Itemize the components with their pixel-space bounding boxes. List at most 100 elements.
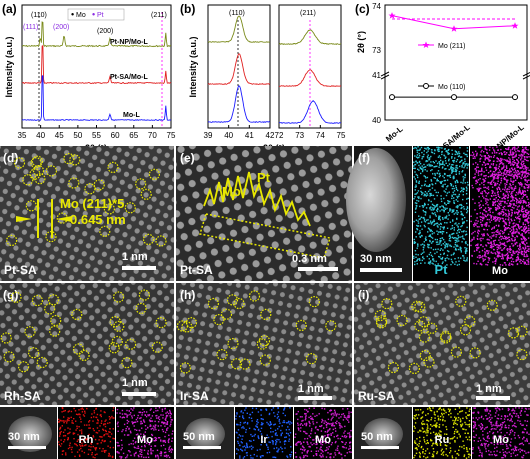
single-atom-circle-icon [155,317,167,329]
f-particle [346,148,406,252]
panel-h-label: (h) [180,288,195,302]
single-atom-circle-icon [516,349,528,361]
c-xtick-0: Mo-L [384,124,405,143]
single-atom-circle-icon [450,346,462,358]
single-atom-circle-icon [387,361,399,374]
single-atom-circle-icon [3,351,15,363]
haadf-image-i [354,283,530,405]
i-ru-label: Ru [435,434,450,446]
b-right-tick: 72 [275,131,284,140]
single-atom-circle-icon [68,177,80,189]
single-atom-circle-icon [259,354,271,366]
single-atom-circle-icon [230,358,243,370]
panel-g: (g) Rh-SA 1 nm 30 nm Rh Mo [0,283,174,459]
single-atom-circle-icon [50,314,62,327]
single-atom-circle-icon [375,317,388,329]
single-atom-circle-icon [227,338,239,350]
single-atom-circle-icon [396,314,408,326]
b-right-tick: 74 [316,131,325,140]
b-right-pt-sa [279,69,341,87]
c-ylabel: 2θ (°) [356,31,366,53]
peak-label-111: (111) [23,24,38,31]
single-atom-circle-icon [111,335,123,348]
panel-d: (d) Mo (211)*5 0.645 nm Pt-SA 1 nm [0,146,174,281]
c-ytick-40: 40 [372,116,381,125]
e-intensity-profile [203,171,311,227]
single-atom-circle-icon [112,291,125,303]
c-ytick-41: 41 [372,71,381,80]
single-atom-circle-icon [408,362,420,374]
b-right-mo [279,100,342,124]
single-atom-circle-icon [113,320,125,332]
e-sample-label: Pt-SA [180,263,213,277]
g-scale-bar [122,392,156,396]
single-atom-circle-icon [109,316,121,328]
spectrum-pt-sa [21,45,172,85]
a-xtick-label: 35 [18,131,27,140]
single-atom-circle-icon [325,320,337,332]
a-xtick-label: 70 [148,131,157,140]
b-peak-110: (110) [229,10,245,17]
single-atom-circle-icon [507,327,520,339]
single-atom-circle-icon [381,298,393,310]
sample-label-mo: Mo-L [123,112,140,119]
h-eds-scale: 50 nm [183,431,215,443]
single-atom-circle-icon [99,225,111,237]
single-atom-circle-icon [423,356,435,368]
c-point-mo110 [512,94,518,101]
b-left-pt-sa [207,53,271,85]
h-scale-bar [298,396,332,400]
sample-label-pt-sa: Pt-SA/Mo-L [110,74,148,81]
a-xtick-label: 40 [36,131,45,140]
d-sample-label: Pt-SA [4,263,37,277]
single-atom-circle-icon [135,178,147,190]
b-right-tick: 73 [295,131,304,140]
d-scale-bar [122,266,156,270]
single-atom-circle-icon [71,308,83,320]
i-mo-label: Mo [493,434,509,446]
e-scale-text: 0.3 nm [292,253,327,265]
single-atom-circle-icon [36,356,48,369]
legend-box [67,8,125,21]
single-atom-circle-icon [426,322,438,334]
single-atom-circle-icon [10,291,22,303]
legend-pt: Pt [97,12,104,19]
arrow-left-icon [56,216,72,222]
g-rh-label: Rh [79,434,94,446]
peak-label-110: (110) [31,12,47,19]
single-atom-circle-icon [148,168,160,180]
single-atom-circle-icon [207,297,219,310]
single-atom-circle-icon [418,316,430,328]
b-left-mo [207,85,271,123]
b-left-tick: 42 [266,131,275,140]
panel-i-label: (i) [358,288,369,302]
i-scale-text: 1 nm [476,383,502,395]
legend-mo: Mo [76,12,86,19]
g-sample-label: Rh-SA [4,389,41,403]
single-atom-circle-icon [464,315,476,327]
e-pt-label: Pt [257,170,271,185]
sample-label-pt-np: Pt-NP/Mo-L [110,39,148,46]
b-left-tick: 41 [245,131,254,140]
f-mo-dots [470,146,530,266]
single-atom-circle-icon [30,157,42,169]
g-mo-label: Mo [137,434,153,446]
legend-mo-211: Mo (211) [438,43,466,50]
spectrum-mo [21,75,172,122]
f-scale-text: 30 nm [360,253,392,265]
panel-d-label: (d) [3,151,18,165]
single-atom-circle-icon [6,234,18,246]
d-scale-text: 1 nm [122,251,148,263]
peak-label-200: (200) [97,28,113,35]
single-atom-circle-icon [308,296,320,308]
single-atom-circle-icon [72,343,85,355]
arrow-right-icon [16,216,32,222]
single-atom-circle-icon [440,332,452,344]
single-atom-circle-icon [226,294,239,306]
single-atom-circle-icon [411,300,423,312]
single-atom-circle-icon [239,358,251,370]
panel-a-frame [21,4,172,129]
b-right-pt-np [278,29,342,45]
c-legend: Mo (211) Mo (110) [418,41,466,91]
